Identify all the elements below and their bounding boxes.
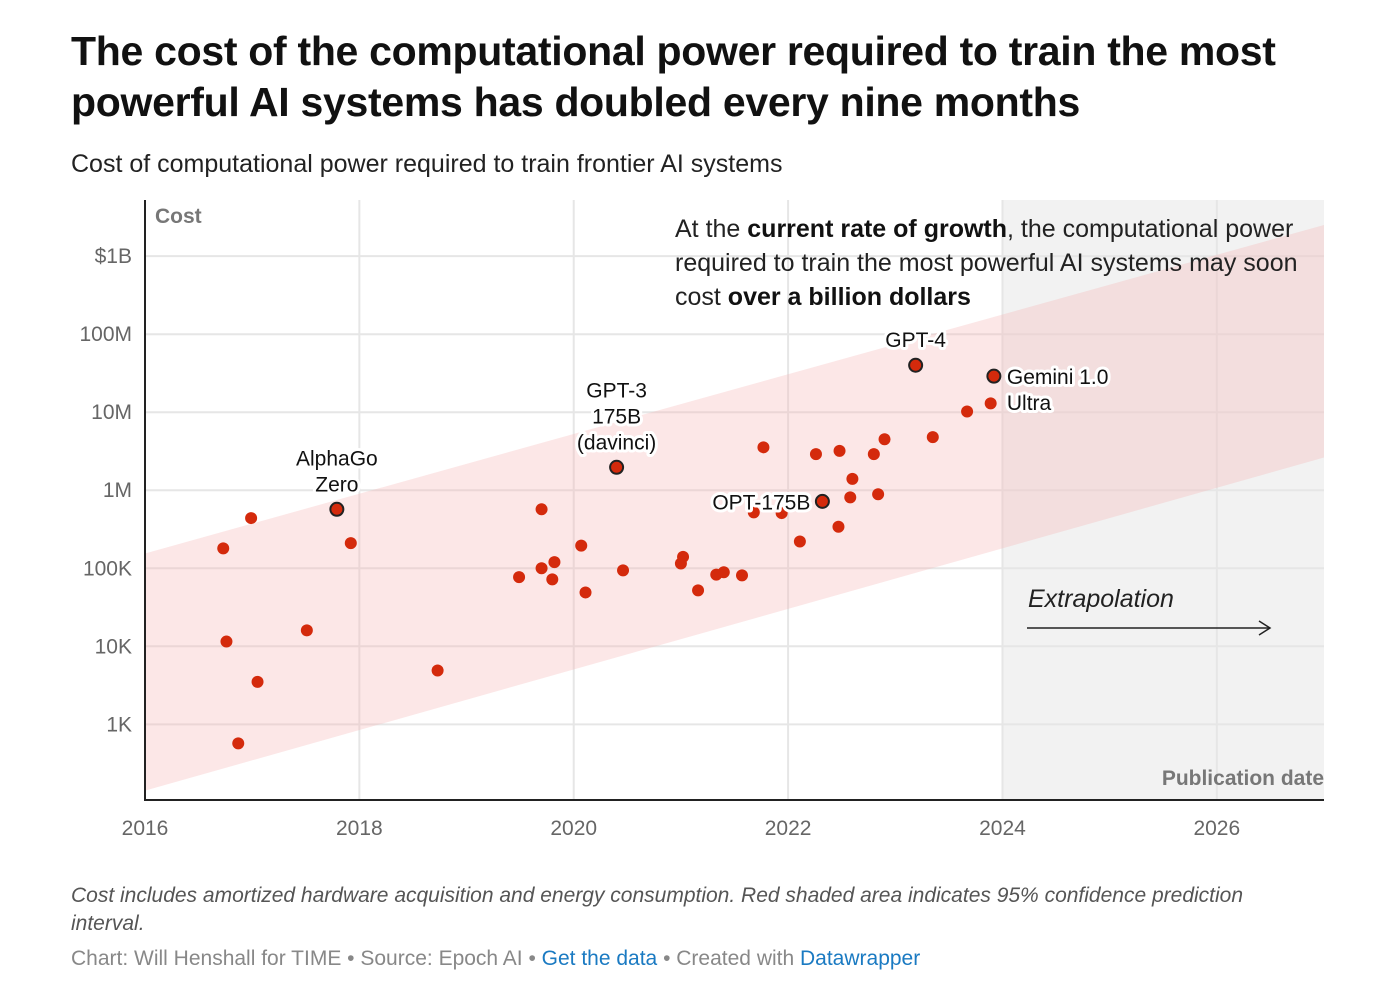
y-tick-label: 100M: [79, 323, 132, 346]
extrapolation-label: Extrapolation: [1028, 585, 1174, 613]
y-axis-title: Cost: [155, 205, 202, 228]
point-label-line: (davinci): [577, 431, 656, 454]
data-point: [846, 472, 859, 485]
highlighted-data-point: [609, 459, 625, 475]
point-label-line: Ultra: [1007, 392, 1052, 415]
x-tick-label: 2016: [122, 817, 169, 840]
x-axis-title: Publication date: [1162, 767, 1324, 790]
get-data-link[interactable]: Get the data: [541, 947, 658, 970]
data-point: [617, 564, 630, 577]
credit-text: • Created with: [657, 947, 800, 970]
data-point: [926, 431, 939, 444]
data-point: [717, 566, 730, 579]
data-point: [579, 586, 592, 599]
data-point: [984, 397, 997, 410]
data-point: [546, 573, 559, 586]
point-label: OPT-175B: [712, 491, 810, 514]
data-point: [872, 488, 885, 501]
highlighted-data-point: [908, 357, 924, 373]
data-point: [809, 448, 822, 461]
point-label-line: GPT-4: [885, 329, 946, 352]
data-point: [220, 635, 233, 648]
data-point: [961, 405, 974, 418]
point-label: Gemini 1.0 Ultra: [1007, 366, 1109, 415]
chart-annotation: At the current rate of growth, the compu…: [675, 212, 1315, 314]
data-point: [245, 512, 258, 525]
point-label-line: 175B: [592, 405, 641, 428]
point-label-line: OPT-175B: [712, 491, 810, 514]
data-point: [692, 584, 705, 597]
y-tick-label: 100K: [83, 557, 132, 580]
data-point: [344, 537, 357, 550]
y-tick-label: 1M: [103, 479, 132, 502]
annotation-text: , the computational power required to tr…: [675, 215, 1298, 311]
annotation-bold: over a billion dollars: [727, 283, 971, 311]
data-point: [251, 675, 264, 688]
y-tick-label: $1B: [95, 245, 132, 268]
data-point: [878, 433, 891, 446]
x-tick-label: 2018: [336, 817, 383, 840]
chart-title: The cost of the computational power requ…: [71, 28, 1276, 125]
data-point: [535, 503, 548, 516]
highlighted-data-point: [814, 493, 830, 509]
point-label: GPT-4: [885, 329, 946, 352]
data-point: [757, 441, 770, 454]
highlighted-data-point: [329, 501, 345, 517]
x-tick-label: 2024: [979, 817, 1026, 840]
extrapolation-region: [1002, 200, 1324, 800]
data-point: [867, 448, 880, 461]
data-point: [548, 556, 561, 569]
data-point: [674, 557, 687, 570]
x-tick-label: 2022: [765, 817, 812, 840]
point-label-line: Gemini 1.0: [1007, 366, 1109, 389]
point-label: GPT-3 175B (davinci): [577, 379, 656, 454]
data-point: [431, 664, 444, 677]
data-point: [513, 571, 526, 584]
credit-text: Chart: Will Henshall for TIME • Source: …: [71, 947, 542, 970]
data-point: [793, 535, 806, 548]
chart-credit: Chart: Will Henshall for TIME • Source: …: [71, 947, 920, 971]
arrow-head-icon: [1258, 620, 1272, 636]
data-point: [833, 444, 846, 457]
y-tick-label: 10K: [95, 635, 132, 658]
annotation-text: At the: [675, 215, 748, 243]
data-point: [575, 539, 588, 552]
data-point: [747, 506, 760, 519]
chart-subtitle: Cost of computational power required to …: [71, 150, 783, 178]
data-point: [736, 569, 749, 582]
data-point: [300, 624, 313, 637]
point-label-line: GPT-3: [586, 379, 647, 402]
y-tick-label: 1K: [106, 713, 132, 736]
data-point: [775, 507, 788, 520]
point-label: AlphaGo Zero: [296, 447, 378, 496]
x-tick-label: 2026: [1193, 817, 1240, 840]
data-point: [832, 520, 845, 533]
x-tick-label: 2020: [550, 817, 597, 840]
y-tick-label: 10M: [91, 401, 132, 424]
point-label-line: Zero: [315, 473, 358, 496]
data-point: [217, 542, 230, 555]
annotation-bold: current rate of growth: [747, 215, 1008, 243]
data-point: [535, 562, 548, 575]
point-label-line: AlphaGo: [296, 447, 378, 470]
data-point: [232, 737, 245, 750]
confidence-band: [145, 224, 1324, 791]
data-point: [844, 491, 857, 504]
chart-note: Cost includes amortized hardware acquisi…: [71, 884, 1244, 935]
datawrapper-link[interactable]: Datawrapper: [800, 947, 921, 970]
highlighted-data-point: [986, 368, 1002, 384]
